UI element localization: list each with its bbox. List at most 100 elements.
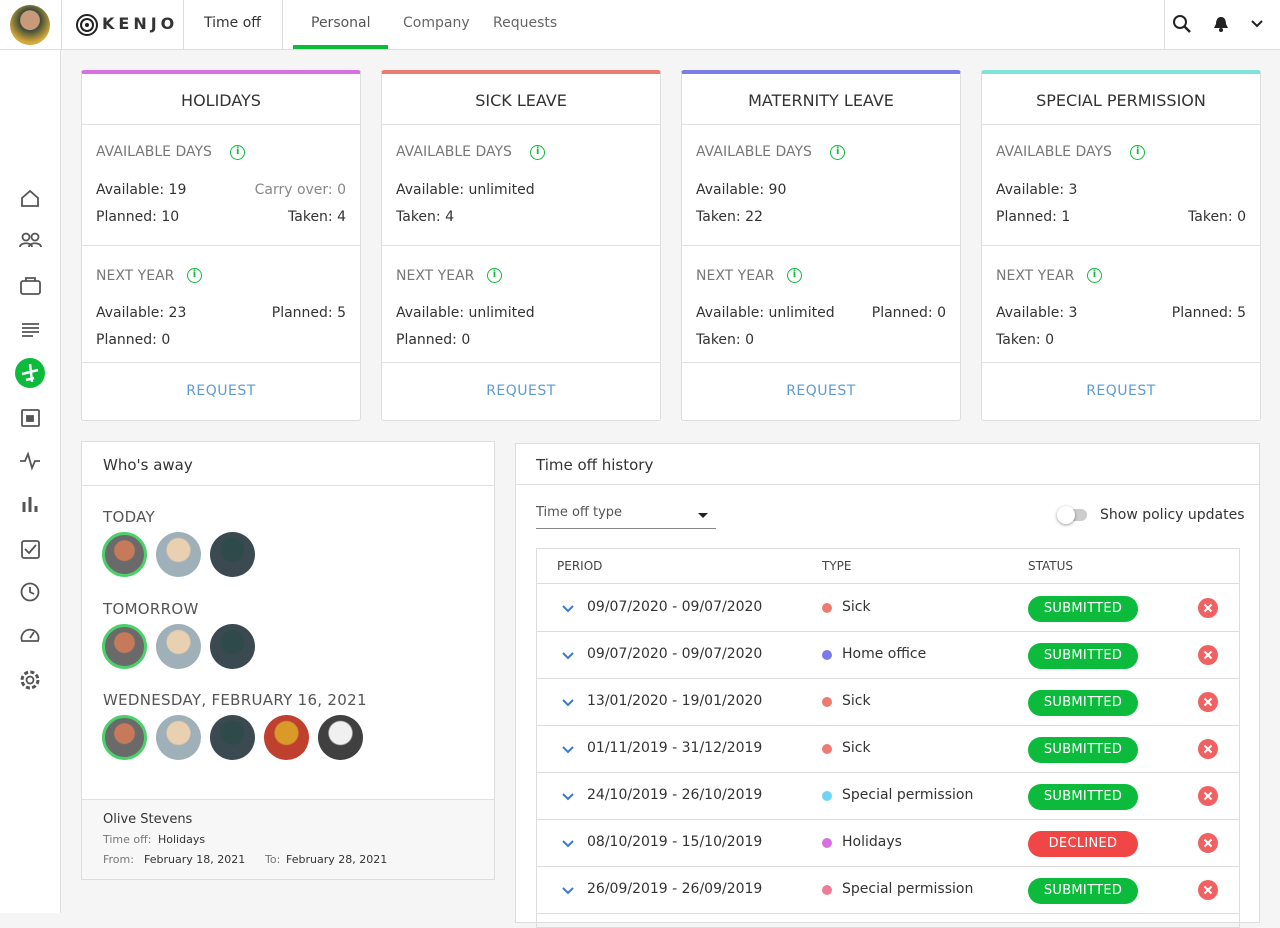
section-title: Time off (204, 15, 261, 31)
type: Sick (842, 693, 871, 709)
nav-tab[interactable]: Requests (493, 15, 558, 31)
cancel-button[interactable] (1198, 739, 1218, 759)
employee-avatar[interactable] (210, 624, 255, 669)
leave-card: SICK LEAVE AVAILABLE DAYS i Available: unli… (381, 70, 661, 421)
label: To: (265, 853, 281, 866)
history-row: 09/07/2020 - 09/07/2020 Home office SUBMIT… (537, 632, 1239, 679)
request-button[interactable]: REQUEST (1086, 383, 1156, 399)
cancel-button[interactable] (1198, 645, 1218, 665)
period: 01/11/2019 - 31/12/2019 (587, 740, 763, 756)
balance-text: Planned: 0 (396, 332, 471, 348)
nav-attendance[interactable] (20, 582, 40, 602)
balance-text: Available: 3 (996, 305, 1078, 321)
expand-button[interactable] (561, 837, 575, 848)
top-bar: KENJO Time off (0, 0, 1280, 50)
employee-avatar[interactable] (102, 532, 147, 577)
history-row: 08/10/2019 - 15/10/2019 Holidays DECLINED (537, 820, 1239, 867)
nav-documents[interactable] (22, 323, 39, 337)
employee-avatar[interactable] (156, 624, 201, 669)
nav-pulse[interactable] (20, 451, 40, 471)
period: 08/10/2019 - 15/10/2019 (587, 834, 763, 850)
cancel-button[interactable] (1198, 786, 1218, 806)
balance-text: Planned: 0 (96, 332, 171, 348)
type: Sick (842, 599, 871, 615)
panel-title: Who's away (103, 456, 193, 474)
status-badge: SUBMITTED (1028, 596, 1138, 622)
label: Time off: (103, 833, 152, 846)
section-label: AVAILABLE DAYS (396, 144, 512, 160)
table-header (537, 549, 1239, 584)
cancel-button[interactable] (1198, 598, 1218, 618)
info-icon: i (1130, 145, 1146, 160)
policy-toggle[interactable] (1057, 506, 1087, 524)
nav-home[interactable] (21, 189, 39, 207)
request-button[interactable]: REQUEST (186, 383, 256, 399)
employee-avatar[interactable] (210, 715, 255, 760)
request-button[interactable]: REQUEST (486, 383, 556, 399)
status-badge: SUBMITTED (1028, 878, 1138, 904)
cancel-button[interactable] (1198, 692, 1218, 712)
card-title: SPECIAL PERMISSION (1036, 91, 1206, 110)
request-button[interactable]: REQUEST (786, 383, 856, 399)
employee-avatar[interactable] (210, 532, 255, 577)
user-avatar[interactable] (10, 5, 50, 45)
cancel-button[interactable] (1198, 833, 1218, 853)
menu-dropdown[interactable] (1250, 18, 1264, 30)
balance-text: Planned: 0 (871, 305, 946, 321)
nav-jobs[interactable] (20, 277, 41, 295)
expand-button[interactable] (561, 743, 575, 754)
nav-people[interactable] (19, 232, 42, 248)
filter-label: Time off type (536, 505, 623, 520)
nav-performance[interactable] (20, 628, 40, 642)
employee-avatar[interactable] (156, 715, 201, 760)
info-icon: i (1087, 268, 1102, 283)
nav-tab[interactable]: Company (403, 15, 470, 31)
cancel-button[interactable] (1198, 880, 1218, 900)
value: Holidays (158, 833, 206, 846)
day-label: WEDNESDAY, FEBRUARY 16, 2021 (103, 691, 367, 709)
divider (382, 124, 660, 125)
status-badge: SUBMITTED (1028, 643, 1138, 669)
notifications-button[interactable] (1212, 15, 1230, 33)
status-badge: SUBMITTED (1028, 784, 1138, 810)
type: Home office (842, 646, 927, 662)
whos-away-panel: Who's away Olive Stevens Time off: Holid… (81, 441, 495, 880)
type-dot (822, 650, 832, 660)
nav-reports[interactable] (22, 497, 38, 512)
status-badge: SUBMITTED (1028, 737, 1138, 763)
value: February 28, 2021 (286, 853, 388, 866)
expand-button[interactable] (561, 884, 575, 895)
nav-tab[interactable]: Personal (311, 15, 371, 31)
search-button[interactable] (1172, 14, 1192, 34)
employee-avatar[interactable] (156, 532, 201, 577)
employee-avatar[interactable] (264, 715, 309, 760)
balance-text: Planned: 5 (271, 305, 346, 321)
card-title: MATERNITY LEAVE (748, 91, 894, 110)
expand-button[interactable] (561, 649, 575, 660)
active-tab-indicator (293, 45, 388, 49)
column-header: TYPE (822, 559, 852, 573)
period: 09/07/2020 - 09/07/2020 (587, 599, 763, 615)
expand-button[interactable] (561, 696, 575, 707)
nav-settings[interactable] (20, 670, 40, 690)
nav-calendar[interactable] (21, 409, 40, 427)
employee-avatar[interactable] (102, 715, 147, 760)
history-row: 01/11/2019 - 31/12/2019 Sick SUBMITTED (537, 726, 1239, 773)
status-badge: DECLINED (1028, 831, 1138, 857)
balance-text: Taken: 4 (288, 209, 346, 225)
type: Special permission (842, 881, 974, 897)
employee-avatar[interactable] (318, 715, 363, 760)
type-dot (822, 838, 832, 848)
expand-button[interactable] (561, 790, 575, 801)
type-filter[interactable]: Time off type (536, 504, 716, 529)
balance-text: Available: 90 (696, 182, 787, 198)
section-label: AVAILABLE DAYS (96, 144, 212, 160)
divider (82, 362, 360, 363)
expand-button[interactable] (561, 602, 575, 613)
history-row: 13/01/2020 - 19/01/2020 Sick SUBMITTED (537, 679, 1239, 726)
employee-avatar[interactable] (102, 624, 147, 669)
divider (682, 362, 960, 363)
nav-tasks[interactable] (21, 540, 40, 559)
divider (382, 362, 660, 363)
